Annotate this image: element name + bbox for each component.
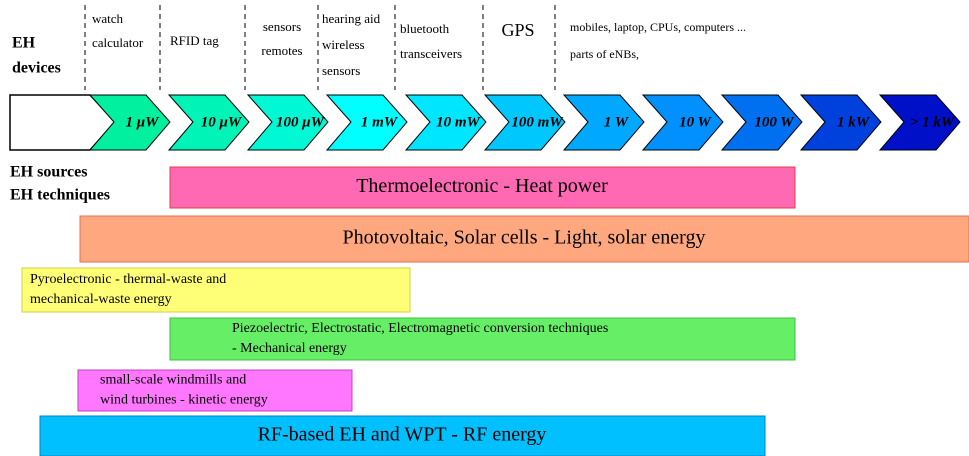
scale-label: 10 mW	[436, 114, 481, 130]
device-label: sensors	[322, 63, 360, 78]
devices-label: EH	[12, 35, 36, 52]
scale-chevron	[878, 94, 961, 151]
device-label: sensors	[263, 19, 301, 34]
scale-chevron	[167, 94, 250, 151]
device-label: mobiles, laptop, CPUs, computers ...	[570, 20, 746, 34]
scale-label: 100 mW	[511, 114, 564, 130]
technique-label: wind turbines - kinetic energy	[100, 393, 268, 408]
device-label: hearing aid	[322, 11, 381, 26]
device-label: calculator	[92, 35, 144, 50]
technique-bar	[169, 166, 796, 209]
scale-chevron	[720, 94, 803, 151]
technique-bar	[21, 267, 411, 313]
device-label: bluetooth	[400, 21, 450, 36]
technique-label: small-scale windmills and	[100, 373, 246, 388]
technique-label: - Mechanical energy	[232, 341, 347, 356]
technique-bar	[77, 369, 353, 412]
technique-label: Piezoelectric, Electrostatic, Electromag…	[232, 321, 608, 336]
technique-bar	[79, 215, 969, 263]
scale-chevron	[88, 94, 171, 151]
scale-label: 1 W	[604, 114, 630, 130]
devices-label: devices	[12, 60, 61, 77]
scale-label: 1 kW	[837, 114, 871, 130]
technique-bar	[39, 415, 766, 456]
device-label: GPS	[501, 20, 534, 40]
scale-chevron	[246, 94, 329, 151]
sources-label: EH sources	[10, 164, 87, 181]
scale-chevron	[562, 94, 645, 151]
scale-chevron	[404, 94, 487, 151]
technique-label: Photovoltaic, Solar cells - Light, solar…	[343, 227, 706, 249]
scale-chevron	[483, 94, 566, 151]
scale-chevron	[325, 94, 408, 151]
technique-bar	[169, 317, 796, 361]
device-label: remotes	[261, 43, 302, 58]
technique-label: Pyroelectronic - thermal-waste and	[30, 272, 226, 287]
scale-label: 1 mW	[361, 114, 399, 130]
scale-label: 100 μW	[276, 114, 326, 130]
device-label: RFID tag	[170, 33, 219, 48]
scale-label: 100 W	[754, 114, 795, 130]
device-label: watch	[92, 11, 124, 26]
scale-chevron	[641, 94, 724, 151]
scale-chevron	[799, 94, 882, 151]
scale-label: 1 μW	[126, 114, 161, 130]
device-label: transceivers	[400, 46, 462, 61]
technique-label: Thermoelectronic - Heat power	[356, 175, 608, 197]
device-label: parts of eNBs,	[570, 47, 639, 61]
technique-label: RF-based EH and WPT - RF energy	[258, 424, 547, 446]
scale-label: > 1 kW	[910, 114, 956, 130]
sources-label: EH techniques	[10, 187, 110, 204]
scale-label: 10 μW	[201, 114, 243, 130]
technique-label: mechanical-waste energy	[30, 292, 172, 307]
device-label: wireless	[322, 37, 365, 52]
scale-label: 10 W	[679, 114, 712, 130]
